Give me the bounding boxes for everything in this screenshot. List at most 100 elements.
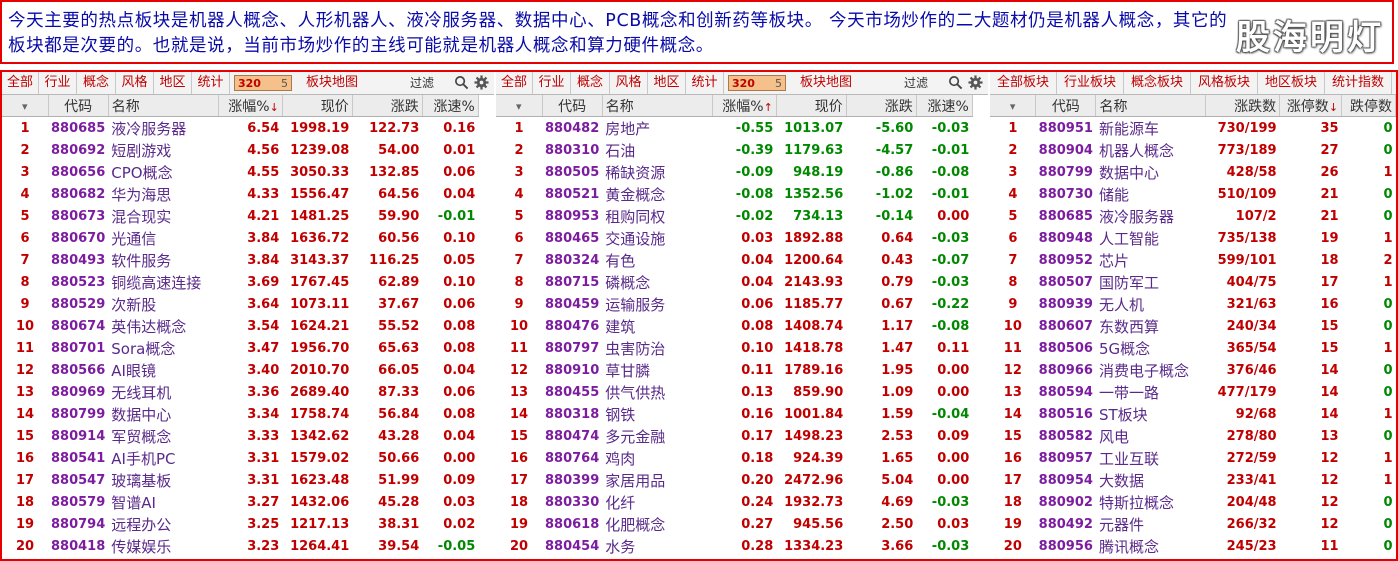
tab-all-sectors[interactable]: 全部板块 — [990, 72, 1057, 94]
filter-dropdown[interactable]: 过滤 — [410, 76, 435, 90]
table-row[interactable]: 6 880948 人工智能 735/138 19 1 — [990, 227, 1396, 249]
table-row[interactable]: 14 880318 钢铁 0.16 1001.84 1.59 -0.04 — [496, 403, 972, 425]
search-icon[interactable] — [948, 75, 963, 90]
table-row[interactable]: 20 880418 传媒娱乐 3.23 1264.41 39.54 -0.05 — [2, 535, 478, 557]
table-row[interactable]: 16 880764 鸡肉 0.18 924.39 1.65 0.00 — [496, 447, 972, 469]
col-header-chg[interactable]: 涨跌 — [352, 95, 423, 117]
count-box[interactable]: 320 5 — [234, 75, 292, 91]
tab-concept-sectors[interactable]: 概念板块 — [1124, 72, 1191, 94]
tab-all[interactable]: 全部 — [496, 72, 533, 94]
table-row[interactable]: 5 880673 混合现实 4.21 1481.25 59.90 -0.01 — [2, 205, 478, 227]
tab-region[interactable]: 地区 — [154, 72, 192, 94]
tab-style-sectors[interactable]: 风格板块 — [1191, 72, 1258, 94]
table-row[interactable]: 2 880310 石油 -0.39 1179.63 -4.57 -0.01 — [496, 139, 972, 161]
table-row[interactable]: 5 880953 租购同权 -0.02 734.13 -0.14 0.00 — [496, 205, 972, 227]
tab-concept[interactable]: 概念 — [77, 72, 116, 94]
tab-industry[interactable]: 行业 — [39, 72, 77, 94]
table-row[interactable]: 14 880516 ST板块 92/68 14 1 — [990, 403, 1396, 425]
table-row[interactable]: 2 880904 机器人概念 773/189 27 0 — [990, 139, 1396, 161]
table-row[interactable]: 9 880529 次新股 3.64 1073.11 37.67 0.06 — [2, 293, 478, 315]
tab-region[interactable]: 地区 — [648, 72, 686, 94]
table-row[interactable]: 16 880957 工业互联 272/59 12 1 — [990, 447, 1396, 469]
table-row[interactable]: 6 880670 光通信 3.84 1636.72 60.56 0.10 — [2, 227, 478, 249]
tab-industry-sectors[interactable]: 行业板块 — [1057, 72, 1124, 94]
table-row[interactable]: 20 880454 水务 0.28 1334.23 3.66 -0.03 — [496, 535, 972, 557]
table-row[interactable]: 15 880474 多元金融 0.17 1498.23 2.53 0.09 — [496, 425, 972, 447]
tab-style[interactable]: 风格 — [116, 72, 154, 94]
col-header-pct[interactable]: 涨幅%↓ — [218, 95, 283, 117]
tab-region-sectors[interactable]: 地区板块 — [1258, 72, 1325, 94]
sector-map-link[interactable]: 板块地图 — [800, 75, 853, 90]
table-row[interactable]: 18 880579 智谱AI 3.27 1432.06 45.28 0.03 — [2, 491, 478, 513]
table-row[interactable]: 12 880566 AI眼镜 3.40 2010.70 66.05 0.04 — [2, 359, 478, 381]
table-row[interactable]: 19 880794 远程办公 3.25 1217.13 38.31 0.02 — [2, 513, 478, 535]
tab-all[interactable]: 全部 — [2, 72, 39, 94]
table-row[interactable]: 11 880797 虫害防治 0.10 1418.78 1.47 0.11 — [496, 337, 972, 359]
col-header-speed[interactable]: 涨速% — [422, 95, 479, 117]
col-header-limit-up[interactable]: 涨停数↓ — [1279, 95, 1343, 117]
table-row[interactable]: 18 880902 特斯拉概念 204/48 12 0 — [990, 491, 1396, 513]
col-header-code[interactable]: 代码 — [48, 95, 109, 117]
table-row[interactable]: 17 880399 家居用品 0.20 2472.96 5.04 0.00 — [496, 469, 972, 491]
tab-stats[interactable]: 统计 — [686, 72, 724, 94]
table-row[interactable]: 20 880956 腾讯概念 245/23 11 0 — [990, 535, 1396, 557]
table-row[interactable]: 15 880582 风电 278/80 13 0 — [990, 425, 1396, 447]
search-icon[interactable] — [454, 75, 469, 90]
count-box[interactable]: 320 5 — [728, 75, 786, 91]
table-row[interactable]: 3 880656 CPO概念 4.55 3050.33 132.85 0.06 — [2, 161, 478, 183]
table-row[interactable]: 13 880969 无线耳机 3.36 2689.40 87.33 0.06 — [2, 381, 478, 403]
col-sort-toggle[interactable]: ▾ — [990, 95, 1037, 117]
col-header-name[interactable]: 名称 — [1095, 95, 1207, 117]
tab-stats[interactable]: 统计 — [192, 72, 230, 94]
table-row[interactable]: 17 880547 玻璃基板 3.31 1623.48 51.99 0.09 — [2, 469, 478, 491]
table-row[interactable]: 8 880523 铜缆高速连接 3.69 1767.45 62.89 0.10 — [2, 271, 478, 293]
table-row[interactable]: 3 880799 数据中心 428/58 26 1 — [990, 161, 1396, 183]
table-row[interactable]: 10 880607 东数西算 240/34 15 0 — [990, 315, 1396, 337]
table-row[interactable]: 19 880618 化肥概念 0.27 945.56 2.50 0.03 — [496, 513, 972, 535]
table-row[interactable]: 4 880730 储能 510/109 21 0 — [990, 183, 1396, 205]
table-row[interactable]: 7 880324 有色 0.04 1200.64 0.43 -0.07 — [496, 249, 972, 271]
col-header-chg[interactable]: 涨跌 — [846, 95, 917, 117]
col-header-price[interactable]: 现价 — [282, 95, 353, 117]
table-row[interactable]: 1 880482 房地产 -0.55 1013.07 -5.60 -0.03 — [496, 117, 972, 140]
table-row[interactable]: 1 880951 新能源车 730/199 35 0 — [990, 117, 1396, 140]
table-row[interactable]: 2 880692 短剧游戏 4.56 1239.08 54.00 0.01 — [2, 139, 478, 161]
table-row[interactable]: 1 880685 液冷服务器 6.54 1998.19 122.73 0.16 — [2, 117, 478, 140]
col-header-ratio[interactable]: 涨跌数 — [1205, 95, 1281, 117]
col-sort-toggle[interactable]: ▾ — [496, 95, 543, 117]
table-row[interactable]: 8 880507 国防军工 404/75 17 1 — [990, 271, 1396, 293]
table-row[interactable]: 12 880910 草甘膦 0.11 1789.16 1.95 0.00 — [496, 359, 972, 381]
col-header-limit-down[interactable]: 跌停数 — [1341, 95, 1396, 117]
tab-industry[interactable]: 行业 — [533, 72, 571, 94]
col-sort-toggle[interactable]: ▾ — [2, 95, 49, 117]
table-row[interactable]: 13 880594 一带一路 477/179 14 0 — [990, 381, 1396, 403]
gear-icon[interactable] — [968, 75, 983, 90]
table-row[interactable]: 7 880952 芯片 599/101 18 2 — [990, 249, 1396, 271]
table-row[interactable]: 19 880492 元器件 266/32 12 0 — [990, 513, 1396, 535]
table-row[interactable]: 3 880505 稀缺资源 -0.09 948.19 -0.86 -0.08 — [496, 161, 972, 183]
filter-dropdown[interactable]: 过滤 — [904, 76, 929, 90]
table-row[interactable]: 11 880701 Sora概念 3.47 1956.70 65.63 0.08 — [2, 337, 478, 359]
sector-map-link[interactable]: 板块地图 — [306, 75, 359, 90]
tab-stats-index[interactable]: 统计指数 — [1325, 72, 1392, 94]
table-row[interactable]: 8 880715 磷概念 0.04 2143.93 0.79 -0.03 — [496, 271, 972, 293]
table-row[interactable]: 4 880682 华为海思 4.33 1556.47 64.56 0.04 — [2, 183, 478, 205]
table-row[interactable]: 9 880459 运输服务 0.06 1185.77 0.67 -0.22 — [496, 293, 972, 315]
table-row[interactable]: 11 880506 5G概念 365/54 15 1 — [990, 337, 1396, 359]
tab-concept[interactable]: 概念 — [571, 72, 610, 94]
table-row[interactable]: 16 880541 AI手机PC 3.31 1579.02 50.66 0.00 — [2, 447, 478, 469]
col-header-name[interactable]: 名称 — [602, 95, 713, 117]
table-row[interactable]: 15 880914 军贸概念 3.33 1342.62 43.28 0.04 — [2, 425, 478, 447]
col-header-speed[interactable]: 涨速% — [916, 95, 973, 117]
gear-icon[interactable] — [474, 75, 489, 90]
col-header-pct[interactable]: 涨幅%↑ — [712, 95, 777, 117]
col-header-code[interactable]: 代码 — [542, 95, 603, 117]
col-header-price[interactable]: 现价 — [776, 95, 847, 117]
table-row[interactable]: 5 880685 液冷服务器 107/2 21 0 — [990, 205, 1396, 227]
table-row[interactable]: 10 880476 建筑 0.08 1408.74 1.17 -0.08 — [496, 315, 972, 337]
table-row[interactable]: 6 880465 交通设施 0.03 1892.88 0.64 -0.03 — [496, 227, 972, 249]
tab-style[interactable]: 风格 — [610, 72, 648, 94]
table-row[interactable]: 9 880939 无人机 321/63 16 0 — [990, 293, 1396, 315]
table-row[interactable]: 18 880330 化纤 0.24 1932.73 4.69 -0.03 — [496, 491, 972, 513]
col-header-name[interactable]: 名称 — [108, 95, 219, 117]
